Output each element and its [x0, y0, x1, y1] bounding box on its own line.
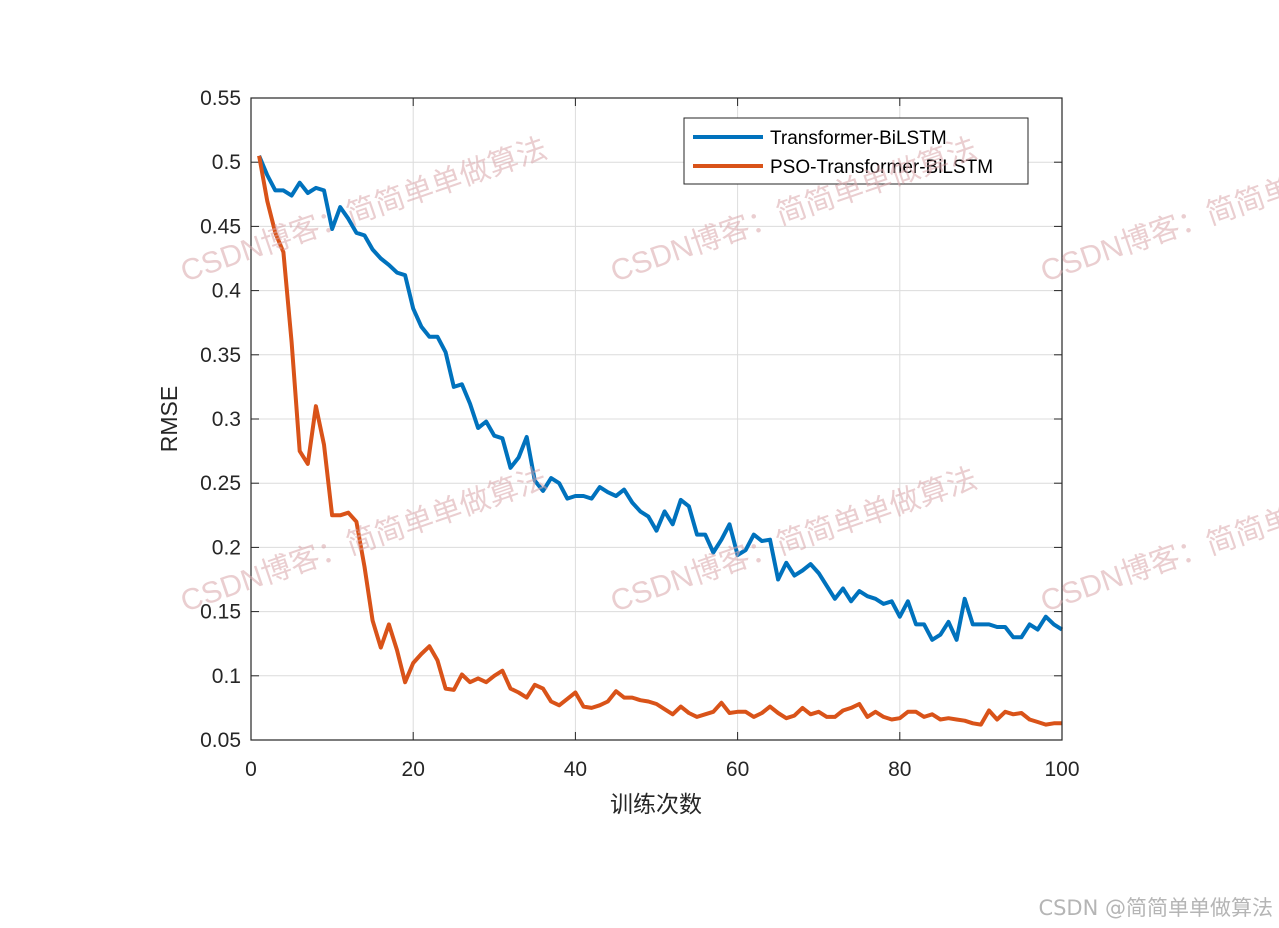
y-tick-label: 0.1 [212, 665, 241, 688]
x-tick-label: 100 [1044, 758, 1079, 781]
x-tick-label: 40 [564, 758, 587, 781]
watermark-text: CSDN博客：简简单单做算法 [1037, 132, 1279, 289]
x-axis-label: 训练次数 [610, 791, 702, 817]
y-tick-label: 0.35 [200, 344, 241, 367]
x-tick-label: 20 [402, 758, 425, 781]
y-tick-label: 0.2 [212, 536, 241, 559]
y-axis-label: RMSE [156, 386, 182, 452]
legend-box [683, 117, 1029, 185]
y-tick-label: 0.25 [200, 472, 241, 495]
y-tick-label: 0.15 [200, 601, 241, 624]
x-tick-label: 80 [888, 758, 911, 781]
x-tick-labels: 0 20 40 60 80 100 [245, 758, 1079, 781]
y-tick-label: 0.3 [212, 408, 241, 431]
series-line-transformer-bilstm [257, 155, 1064, 642]
x-tick-label: 0 [245, 758, 257, 781]
y-tick-label: 0.45 [200, 215, 241, 238]
y-tick-label: 0.05 [200, 729, 241, 752]
legend: Transformer-BiLSTM PSO-Transformer-BiLST… [683, 117, 1029, 185]
x-tick-label: 60 [726, 758, 749, 781]
y-tick-labels: 0.05 0.1 0.15 0.2 0.25 0.3 0.35 0.4 0.45 0.5 0.55 [200, 87, 241, 752]
plot-frame [250, 97, 1063, 741]
y-tick-label: 0.5 [212, 151, 241, 174]
series-layer [257, 155, 1064, 727]
series-line-pso-transformer-bilstm [257, 155, 1062, 727]
y-tick-label: 0.4 [212, 280, 242, 303]
watermark-text: CSDN博客：简简单单做算法 [1037, 462, 1279, 619]
watermark-layer: CSDN博客：简简单单做算法 CSDN博客：简简单单做算法 CSDN博客：简简单单做… [177, 132, 1279, 619]
legend-label-pso-transformer-bilstm: PSO-Transformer-BiLSTM [770, 157, 993, 178]
watermark-text: CSDN博客：简简单单做算法 [607, 462, 982, 619]
y-tick-label: 0.55 [200, 87, 241, 110]
footer-watermark: CSDN @简简单单做算法 [1038, 896, 1273, 920]
legend-label-transformer-bilstm: Transformer-BiLSTM [770, 128, 947, 149]
